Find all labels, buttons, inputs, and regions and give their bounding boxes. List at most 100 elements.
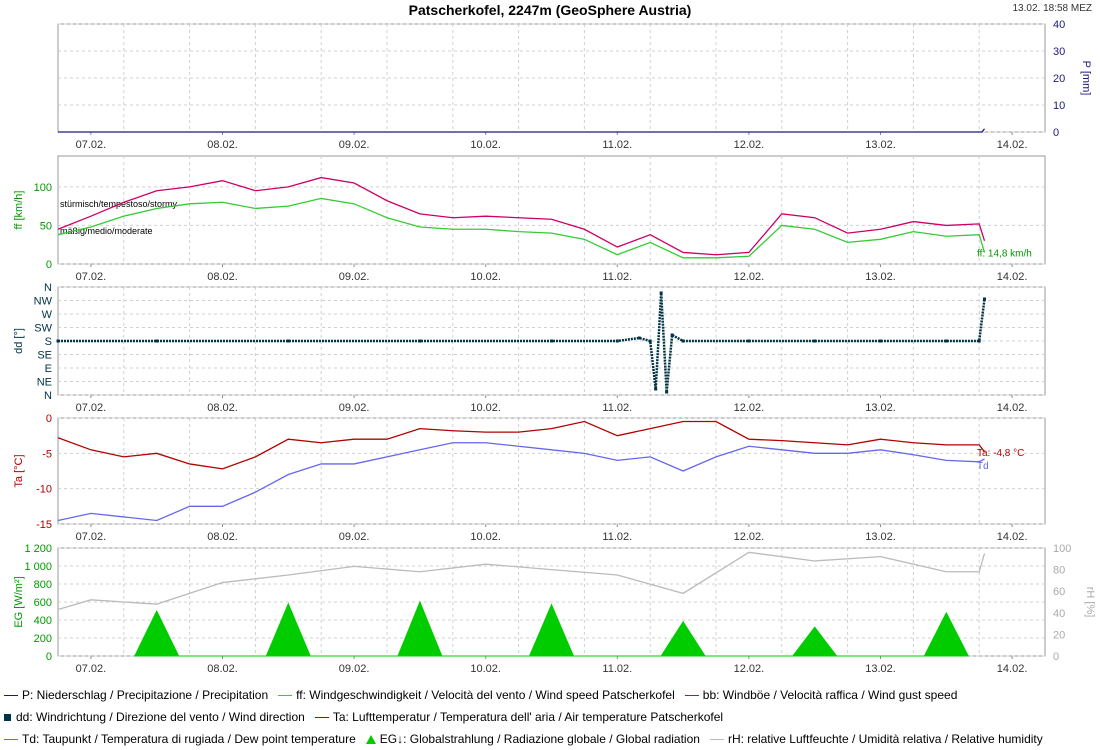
last-value-label: ff: 14,8 km/h xyxy=(977,248,1032,259)
x-tick-label: 14.02. xyxy=(997,531,1028,543)
x-tick-label: 12.02. xyxy=(734,271,765,283)
x-tick-label: 09.02. xyxy=(339,271,370,283)
x-tick-label: 11.02. xyxy=(602,531,632,543)
x-tick-label: 10.02. xyxy=(470,271,501,283)
x-tick-label: 11.02. xyxy=(602,139,632,151)
x-tick-label: 14.02. xyxy=(997,663,1028,675)
wind-direction-point xyxy=(665,390,669,394)
wind-direction-point xyxy=(944,339,948,343)
wind-direction-point xyxy=(747,339,751,343)
x-tick-label: 07.02. xyxy=(76,531,107,543)
timestamp: 13.02. 18:58 MEZ xyxy=(1012,3,1093,14)
legend-row: Td: Taupunkt / Temperatura di rugiada / … xyxy=(4,728,1094,750)
legend-item: rH: relative Luftfeuchte / Umidità relat… xyxy=(709,732,1043,746)
wind-direction-trace xyxy=(58,292,986,393)
legend-label: Td: Taupunkt / Temperatura di rugiada / … xyxy=(22,732,356,746)
legend-label: rH: relative Luftfeuchte / Umidità relat… xyxy=(727,732,1043,746)
legend-swatch xyxy=(709,738,724,740)
y-tick-label: 10 xyxy=(1053,100,1065,112)
y-tick-label: NW xyxy=(34,296,53,308)
legend-item: bb: Windböe / Velocità raffica / Wind gu… xyxy=(684,688,957,702)
legend-label: P: Niederschlag / Precipitazione / Preci… xyxy=(22,688,269,702)
series-line-rH xyxy=(57,551,986,611)
legend-swatch xyxy=(684,694,699,696)
wind-direction-panel: 07.02. 08.02. 09.02. 10.02. 11.02. 12.02. 13.0… xyxy=(13,282,1046,414)
series-line-ff xyxy=(57,197,986,259)
radiation-humidity-panel: 07.02. 08.02. 09.02. 10.02. 11.02. 12.02. 13.0… xyxy=(13,543,1096,675)
y-tick-label: -5 xyxy=(42,448,52,460)
y2-tick-label: 100 xyxy=(1053,543,1071,555)
x-tick-label: 07.02. xyxy=(76,271,107,283)
series-line-P xyxy=(58,128,986,133)
legend-row: dd: Windrichtung / Direzione del vento /… xyxy=(4,706,1094,728)
y-tick-label: 30 xyxy=(1053,46,1065,58)
wind-direction-point xyxy=(286,339,290,343)
wind-direction-point xyxy=(637,336,641,340)
wind-direction-point xyxy=(670,333,674,337)
wind-direction-point xyxy=(983,297,987,301)
legend-label: Ta: Lufttemperatur / Temperatura dell' a… xyxy=(332,710,724,724)
x-tick-label: 13.02. xyxy=(865,271,896,283)
x-tick-label: 11.02. xyxy=(602,663,632,675)
annotation-moderate: mäßig/medio/moderate xyxy=(60,226,153,236)
legend-item: dd: Windrichtung / Direzione del vento /… xyxy=(4,710,305,724)
x-tick-label: 12.02. xyxy=(734,531,765,543)
radiation-area xyxy=(133,600,970,657)
y-tick-label: 1 200 xyxy=(24,543,52,555)
x-tick-label: 08.02. xyxy=(207,531,238,543)
wind-direction-point xyxy=(654,387,658,391)
x-tick-label: 09.02. xyxy=(339,531,370,543)
legend-item: P: Niederschlag / Precipitazione / Preci… xyxy=(4,688,268,702)
x-tick-label: 09.02. xyxy=(339,402,370,414)
y2-tick-label: 20 xyxy=(1053,629,1065,641)
x-tick-label: 12.02. xyxy=(734,139,765,151)
wind-direction-point xyxy=(879,339,882,343)
series-line-Td xyxy=(57,442,985,522)
y-axis-label: EG [W/m²] xyxy=(13,576,25,627)
y-tick-label: 20 xyxy=(1053,73,1065,85)
x-tick-label: 11.02. xyxy=(602,402,632,414)
y-tick-label: 0 xyxy=(46,413,52,425)
y-tick-label: 1 000 xyxy=(24,561,52,573)
y-tick-label: 200 xyxy=(34,633,52,645)
y-tick-label: 0 xyxy=(46,651,52,663)
temperature-panel: 07.02. 08.02. 09.02. 10.02. 11.02. 12.02. 13.0… xyxy=(13,413,1046,543)
legend-label: ff: Windgeschwindigkeit / Velocità del v… xyxy=(296,688,675,702)
x-tick-label: 14.02. xyxy=(997,402,1028,414)
y-tick-label: N xyxy=(44,390,52,402)
series-line-Ta xyxy=(57,420,986,470)
legend-item: ff: Windgeschwindigkeit / Velocità del v… xyxy=(278,688,675,702)
y2-tick-label: 40 xyxy=(1053,608,1065,620)
x-tick-label: 08.02. xyxy=(207,139,238,151)
legend-item: EG↓: Globalstrahlung / Radiazione global… xyxy=(365,732,700,746)
x-tick-label: 10.02. xyxy=(470,402,501,414)
wind-direction-point xyxy=(155,339,159,343)
meteogram: 07.02. 08.02. 09.02. 10.02. 11.02. 12.02. 13.0… xyxy=(13,19,1096,675)
x-tick-label: 10.02. xyxy=(470,663,501,675)
chart-title: Patscherkofel, 2247m (GeoSphere Austria) xyxy=(408,2,692,18)
y2-tick-label: 0 xyxy=(1053,651,1059,663)
y-tick-label: 800 xyxy=(34,579,52,591)
series-label-td: Td xyxy=(977,461,989,472)
legend-item: Ta: Lufttemperatur / Temperatura dell' a… xyxy=(314,710,724,724)
y-tick-label: 600 xyxy=(34,597,52,609)
legend-swatch xyxy=(314,716,329,718)
legend-swatch xyxy=(365,734,376,744)
x-tick-label: 08.02. xyxy=(207,663,238,675)
legend-swatch xyxy=(4,713,11,721)
x-tick-label: 07.02. xyxy=(76,402,107,414)
x-tick-label: 13.02. xyxy=(865,531,896,543)
wind-direction-point xyxy=(659,291,663,295)
y2-tick-label: 80 xyxy=(1053,565,1065,577)
y-tick-label: N xyxy=(44,282,52,294)
y-tick-label: 400 xyxy=(34,615,52,627)
x-tick-label: 13.02. xyxy=(865,402,896,414)
legend: P: Niederschlag / Precipitazione / Preci… xyxy=(4,684,1094,750)
y-tick-label: NE xyxy=(37,377,52,389)
x-tick-label: 13.02. xyxy=(865,663,896,675)
x-tick-label: 07.02. xyxy=(76,663,107,675)
x-tick-label: 10.02. xyxy=(470,531,501,543)
x-tick-label: 13.02. xyxy=(865,139,896,151)
x-tick-label: 12.02. xyxy=(734,402,765,414)
x-tick-label: 14.02. xyxy=(997,271,1028,283)
